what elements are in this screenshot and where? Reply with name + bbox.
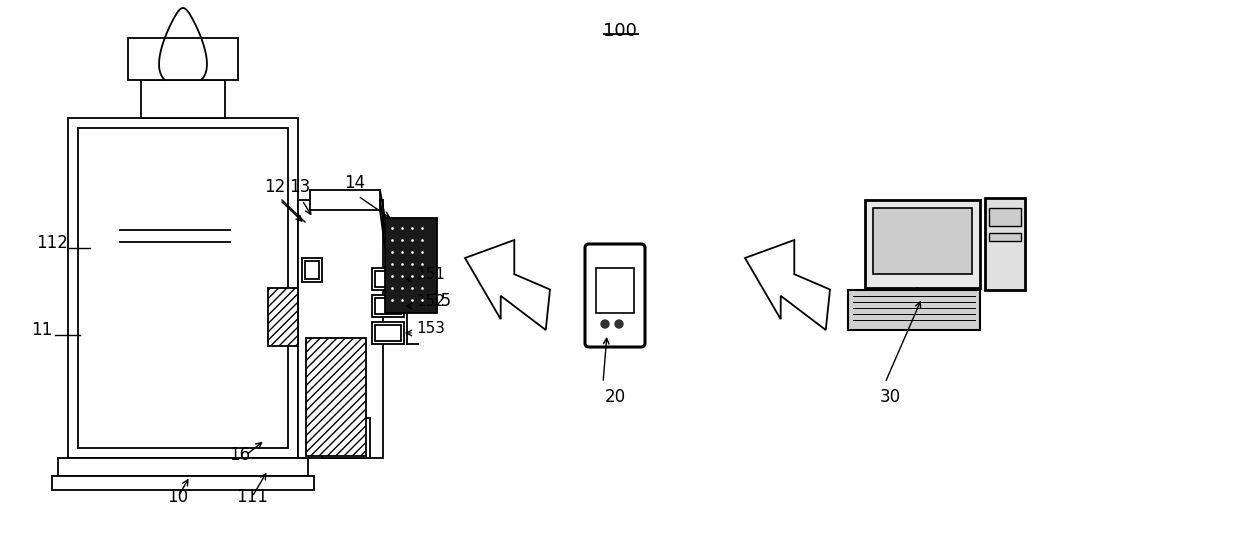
Text: 30: 30 [879,388,900,406]
Bar [141,80,224,118]
Bar [374,271,401,287]
Bar [78,128,288,448]
Text: 151: 151 [415,267,445,282]
Bar [310,190,379,210]
Bar [873,208,972,274]
Bar [374,325,401,341]
Bar [303,258,322,282]
Text: 16: 16 [229,446,250,464]
Bar [374,298,401,314]
Bar [372,268,404,290]
Text: 13: 13 [289,178,311,196]
Text: 15: 15 [430,292,451,310]
Text: 100: 100 [603,22,637,40]
Bar [990,208,1021,226]
Bar [985,198,1025,290]
Bar [848,290,980,330]
Bar [298,200,383,458]
Bar [322,418,370,458]
FancyBboxPatch shape [585,244,645,347]
Text: 111: 111 [236,488,268,506]
Bar [372,295,404,317]
Bar [866,200,980,288]
Bar [327,423,365,453]
Bar [68,118,298,458]
Bar [305,261,319,279]
Text: 112: 112 [36,234,68,252]
Bar [58,458,308,476]
Polygon shape [745,240,830,330]
Text: 152: 152 [415,294,445,309]
Text: 10: 10 [167,488,188,506]
Text: 153: 153 [415,321,445,336]
Text: 20: 20 [604,388,625,406]
Text: 11: 11 [31,321,52,339]
Text: 12: 12 [264,178,285,196]
Circle shape [601,320,609,328]
Bar [52,476,314,490]
Polygon shape [465,240,551,330]
Bar [306,338,366,456]
Bar [596,268,634,313]
Bar [268,288,298,346]
Bar [384,218,436,313]
Bar [372,322,404,344]
Text: 14: 14 [345,174,366,192]
Circle shape [615,320,622,328]
Bar [990,233,1021,241]
Bar [128,38,238,80]
